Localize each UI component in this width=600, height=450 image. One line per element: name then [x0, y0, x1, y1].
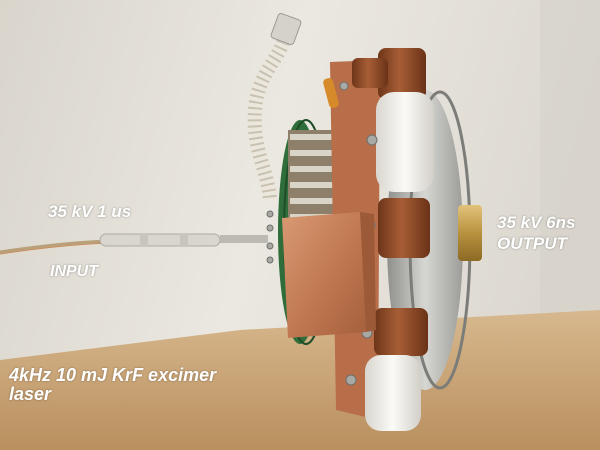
input-connector — [220, 235, 268, 243]
input-cable-joint-2 — [180, 233, 188, 247]
cooling-hose-ridges — [247, 28, 293, 201]
input-cable-sleeve — [99, 233, 221, 247]
laser-caption: 4kHz 10 mJ KrF excimer laser — [9, 366, 216, 404]
laser-caption-line-2: laser — [9, 384, 52, 404]
input-cable-joint-1 — [140, 233, 148, 247]
output-spec-label: 35 kV 6ns — [497, 213, 576, 232]
output-label: OUTPUT — [497, 234, 567, 253]
copper-box — [282, 212, 366, 338]
input-label: INPUT — [50, 263, 98, 280]
resistor — [323, 78, 339, 108]
laser-caption-line-1: 4kHz 10 mJ KrF excimer — [9, 365, 217, 385]
hose-end-fitting — [270, 13, 302, 45]
input-spec-label: 35 kV 1 us — [48, 202, 132, 221]
capacitors — [352, 48, 430, 356]
copper-box-edge — [360, 212, 376, 332]
output-connector — [458, 205, 482, 261]
input-cable-shield — [0, 242, 111, 255]
ceramic-rings — [365, 92, 434, 431]
wall-corner — [540, 0, 600, 330]
